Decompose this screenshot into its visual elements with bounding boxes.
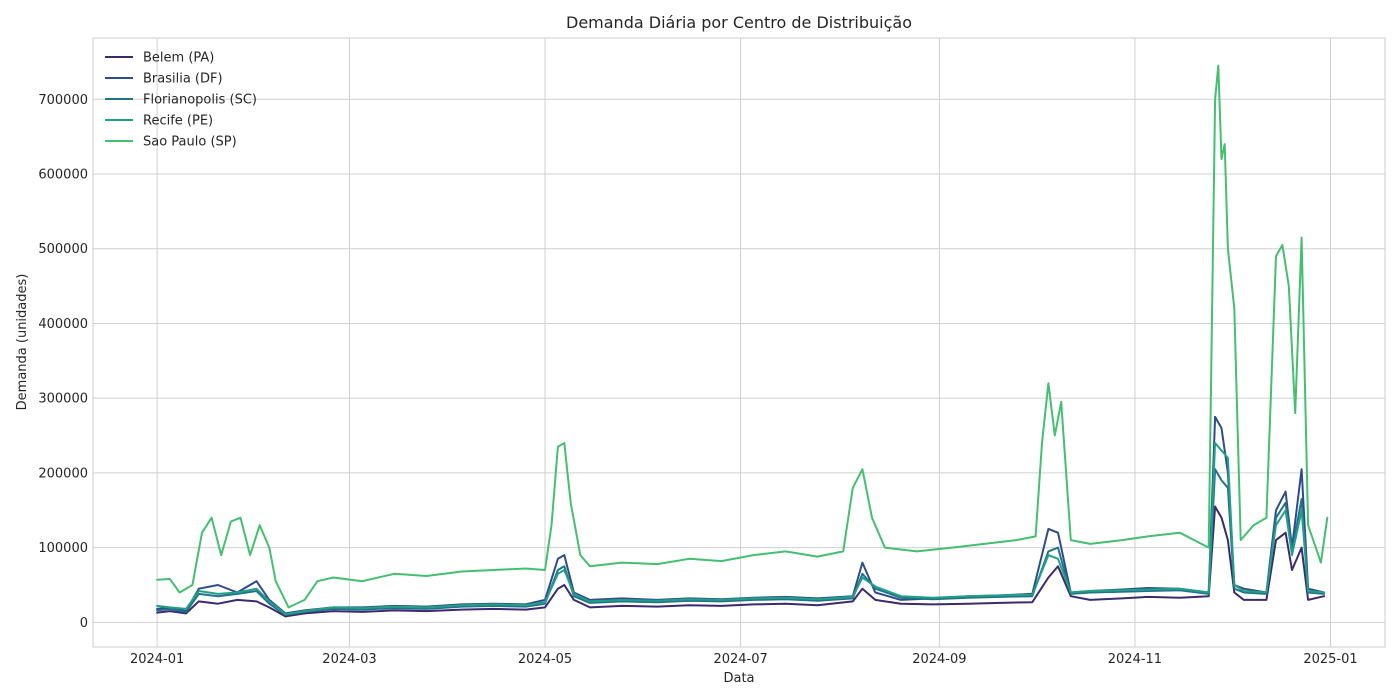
y-axis-ticks: 0 100000 200000 300000 400000 500000 600000 700…: [38, 93, 88, 631]
y-tick-label: 200000: [38, 466, 88, 481]
y-tick-label: 500000: [38, 242, 88, 257]
legend-label: Florianopolis (SC): [143, 93, 257, 108]
x-tick-label: 2024-09: [912, 652, 966, 667]
x-tick-label: 2024-11: [1108, 652, 1162, 667]
x-tick-label: 2024-07: [713, 652, 767, 667]
series-line-3: [156, 442, 1326, 616]
legend-label: Sao Paulo (SP): [143, 135, 237, 150]
series-line-4: [156, 64, 1329, 609]
y-tick-label: 300000: [38, 392, 88, 407]
plot-frame: [92, 37, 1386, 648]
series-line-2: [156, 468, 1326, 616]
series-lines: [156, 64, 1329, 618]
legend-label: Belem (PA): [143, 51, 214, 66]
x-tick-label: 2024-03: [322, 652, 376, 667]
y-tick-label: 400000: [38, 317, 88, 332]
legend-label: Brasilia (DF): [143, 72, 223, 87]
y-tick-label: 100000: [38, 541, 88, 556]
y-tick-label: 600000: [38, 167, 88, 182]
x-tick-label: 2024-01: [130, 652, 184, 667]
y-tick-label: 700000: [38, 93, 88, 108]
series-line-0: [156, 505, 1326, 618]
x-tick-label: 2025-01: [1303, 652, 1357, 667]
legend: Belem (PA) Brasilia (DF) Florianopolis (SC…: [105, 51, 257, 150]
legend-label: Recife (PE): [143, 114, 213, 129]
x-axis-label: Data: [723, 671, 754, 686]
grid: [93, 38, 1385, 647]
chart-title: Demanda Diária por Centro de Distribuiçã…: [566, 13, 912, 32]
y-tick-label: 0: [80, 616, 88, 631]
x-axis-ticks: 2024-01 2024-03 2024-05 2024-07 2024-09 2024-…: [130, 652, 1358, 667]
y-axis-label: Demanda (unidades): [15, 274, 30, 411]
x-tick-label: 2024-05: [518, 652, 572, 667]
